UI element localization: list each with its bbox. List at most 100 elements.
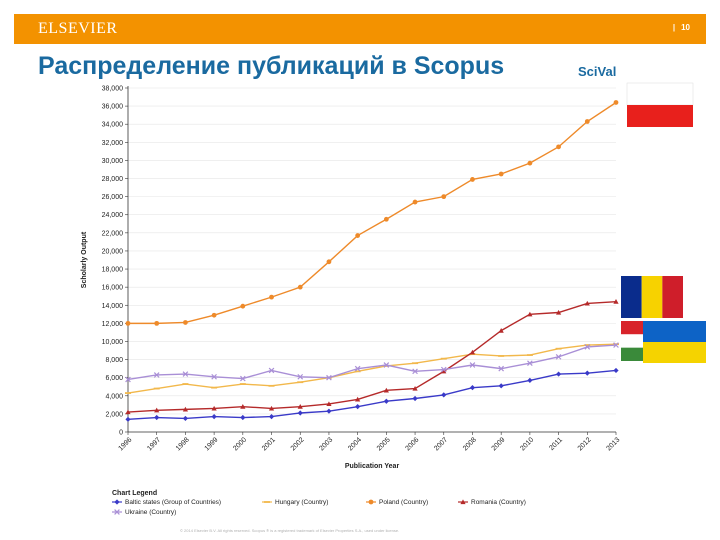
elsevier-logo: ELSEVIER [38,20,118,37]
flag-band [626,82,694,106]
series-poland [125,100,619,326]
legend-label: Ukraine (Country) [125,509,176,516]
data-point [355,396,361,402]
chart-grid [128,87,616,433]
series-line [127,369,617,421]
data-point [240,414,246,421]
chart-axes: 0 2,000 4,000 6,000 8,000 10,000 12,000 14,000 1… [81,86,621,471]
data-point [153,372,160,378]
data-point [556,144,561,150]
y-tick-label: 2,000 [105,411,123,418]
data-point [498,171,504,177]
data-point-stroke [182,371,189,377]
data-point-stroke [125,376,131,383]
series-baltic [125,367,619,422]
data-point [383,216,389,222]
y-tick-label: 28,000 [102,176,124,183]
y-tick-label: 38,000 [102,86,124,93]
x-tick-label: 2000 [232,436,248,452]
legend-item: Baltic states (Group of Countries) [112,499,221,506]
x-tick-label: 1996 [117,436,133,452]
series-ukraine [125,342,619,383]
data-point [240,303,246,309]
x-tick-label: 2012 [577,436,593,452]
series-romania [125,299,619,415]
data-point [297,410,303,416]
data-point-stroke [498,365,505,372]
data-point [297,284,303,290]
data-point [239,375,246,382]
flag-ukraine [643,321,706,363]
chart-series [125,100,619,422]
data-point [383,387,389,393]
header-bar: ELSEVIER | 10 [14,14,706,44]
x-tick-label: 2007 [433,436,449,452]
x-tick-label: 2009 [491,436,507,452]
scival-logo: SciVal [578,64,617,79]
data-point-stroke [239,375,246,382]
flag-band [643,342,706,363]
data-point-stroke [555,354,562,360]
data-point [211,373,217,380]
data-point [527,311,533,317]
data-point [125,376,131,383]
flag-band [643,321,706,342]
y-tick-label: 10,000 [102,339,124,346]
data-point [469,362,476,368]
data-point [383,362,390,368]
x-tick-label: 2008 [462,436,478,452]
data-point [613,100,619,105]
data-point [441,368,447,374]
y-tick-label: 16,000 [102,285,124,292]
legend-label: Baltic states (Group of Countries) [125,499,221,506]
data-point [412,368,418,375]
data-point [114,509,120,515]
data-point-stroke [268,367,275,374]
y-tick-label: 20,000 [102,248,124,255]
y-tick-label: 32,000 [102,140,124,147]
data-point [240,404,246,409]
legend-label: Hungary (Country) [275,499,328,506]
data-point [154,407,160,413]
legend-item: Ukraine (Country) [112,509,176,516]
x-tick-label: 2010 [519,436,535,452]
y-tick-label: 4,000 [105,393,123,400]
data-point [584,300,590,306]
data-point [114,499,120,505]
data-point [182,371,189,377]
data-point [613,342,619,348]
flag-band [627,105,693,127]
data-point [268,405,275,411]
data-point-stroke [440,366,447,373]
data-point-stroke [297,373,304,380]
x-tick-label: 2006 [405,436,421,452]
data-point [555,354,562,360]
data-point [297,404,303,409]
data-point [154,320,160,326]
y-tick-label: 18,000 [102,267,124,274]
flag-band [621,276,642,318]
data-point [355,233,361,238]
page-number-value: 10 [681,23,690,32]
data-point [498,365,505,372]
x-tick-label: 2003 [318,436,334,452]
x-tick-label: 2001 [261,436,277,452]
data-point [211,312,217,318]
data-point [555,309,562,315]
data-point [470,177,475,182]
data-point [125,320,131,326]
x-tick-label: 2005 [376,436,392,452]
y-tick-label: 24,000 [102,212,124,219]
y-axis-title: Scholarly Output [81,231,88,288]
series-hungary [125,343,619,394]
slide-title: Распределение публикаций в Scopus [38,52,505,80]
data-point-stroke [584,344,591,350]
data-point [527,360,533,367]
y-tick-label: 30,000 [102,158,124,165]
x-axis-title: Publication Year [345,463,400,470]
data-point [355,404,361,410]
data-point [527,377,533,383]
data-point-stroke [153,372,160,378]
legend-item: Poland (Country) [366,499,428,506]
